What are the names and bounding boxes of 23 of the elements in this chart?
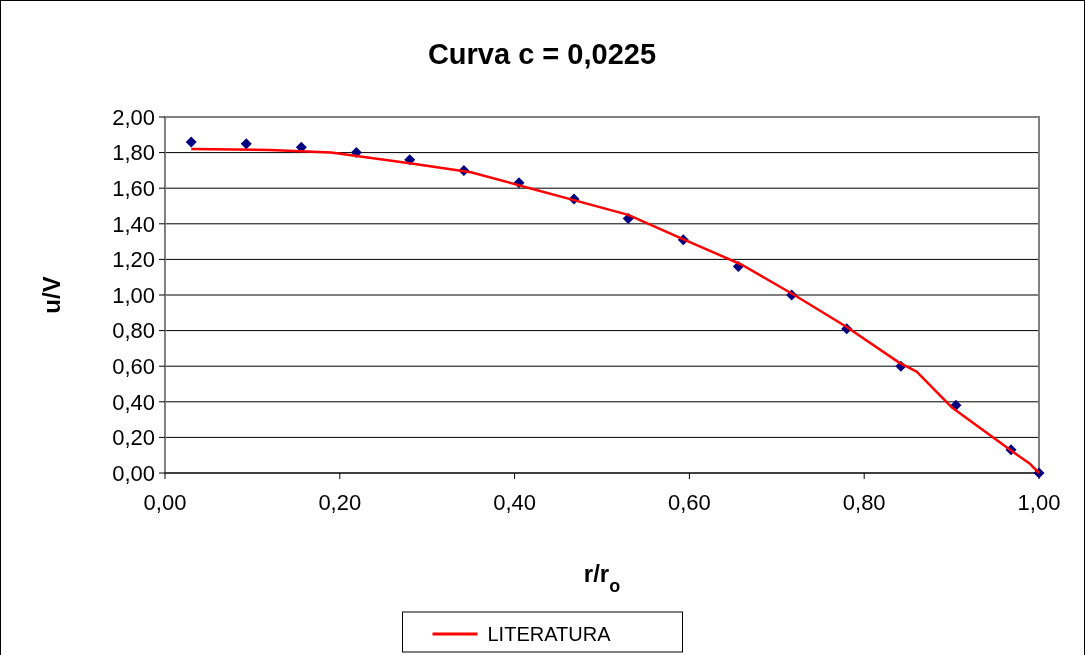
y-tick-label: 0,00 xyxy=(112,460,155,486)
y-tick-label: 2,00 xyxy=(112,104,155,130)
x-tick-label: 0,20 xyxy=(318,490,362,515)
legend-label: LITERATURA xyxy=(487,623,612,645)
x-tick-label: 0,00 xyxy=(143,490,187,515)
y-axis-title: u/V xyxy=(38,276,65,314)
x-tick-label: 0,80 xyxy=(842,490,886,515)
x-tick-label: 0,60 xyxy=(667,490,711,515)
point xyxy=(240,138,252,150)
y-tick-label: 1,60 xyxy=(112,175,155,201)
point xyxy=(185,136,197,148)
y-tick-label: 1,40 xyxy=(112,211,155,237)
y-tick-label: 0,80 xyxy=(112,318,155,344)
y-tick-label: 0,40 xyxy=(112,389,155,415)
x-axis-title: r/r$_{o}$ xyxy=(583,560,621,596)
y-tick-label: 0,60 xyxy=(112,353,155,379)
y-tick-label: 1,00 xyxy=(112,282,155,308)
chart-title: Curva c = 0,0225 xyxy=(427,38,657,70)
x-tick-label: 0,40 xyxy=(493,490,537,515)
y-tick-label: 1,20 xyxy=(112,247,155,273)
x-tick-label: 1,00 xyxy=(1017,490,1061,515)
y-tick-label: 0,20 xyxy=(112,425,155,451)
y-tick-label: 1,80 xyxy=(112,140,155,166)
